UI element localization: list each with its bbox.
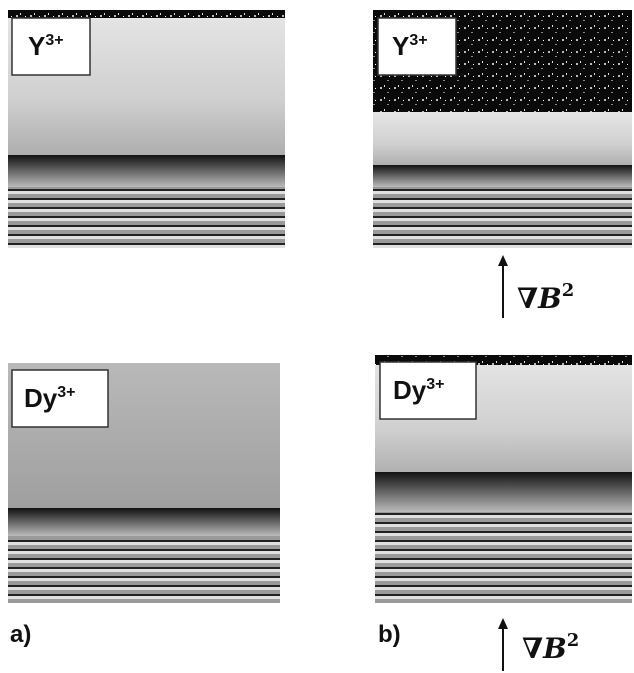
text: 3+: [45, 32, 63, 49]
panel-a-bottom: Dy3+: [8, 363, 280, 603]
ion-label: Y3+: [392, 31, 428, 61]
gradient-arrow: ∇B2: [498, 618, 579, 671]
ion-label: Dy3+: [24, 383, 76, 413]
panel-b-top: Y3+: [373, 10, 632, 248]
gradient-label: ∇B2: [517, 280, 574, 315]
text: Y: [28, 31, 45, 61]
panel-label: b): [378, 621, 401, 648]
text: 3+: [57, 384, 75, 401]
panel-a-top: Y3+: [8, 10, 285, 248]
gradient-arrow: ∇B2: [498, 255, 574, 318]
text: Y: [392, 31, 409, 61]
text: 3+: [426, 376, 444, 393]
text: 2: [567, 630, 580, 651]
text: ∇B: [522, 632, 567, 665]
ion-label: Y3+: [28, 31, 64, 61]
gradient-label: ∇B2: [522, 630, 579, 665]
ion-label: Dy3+: [393, 375, 445, 405]
text: 2: [562, 280, 575, 301]
text: Dy: [393, 375, 427, 405]
panel-b-bottom: Dy3+: [375, 355, 632, 603]
text: Dy: [24, 383, 58, 413]
text: ∇B: [517, 282, 562, 315]
text: 3+: [409, 32, 427, 49]
panel-label: a): [10, 621, 31, 648]
